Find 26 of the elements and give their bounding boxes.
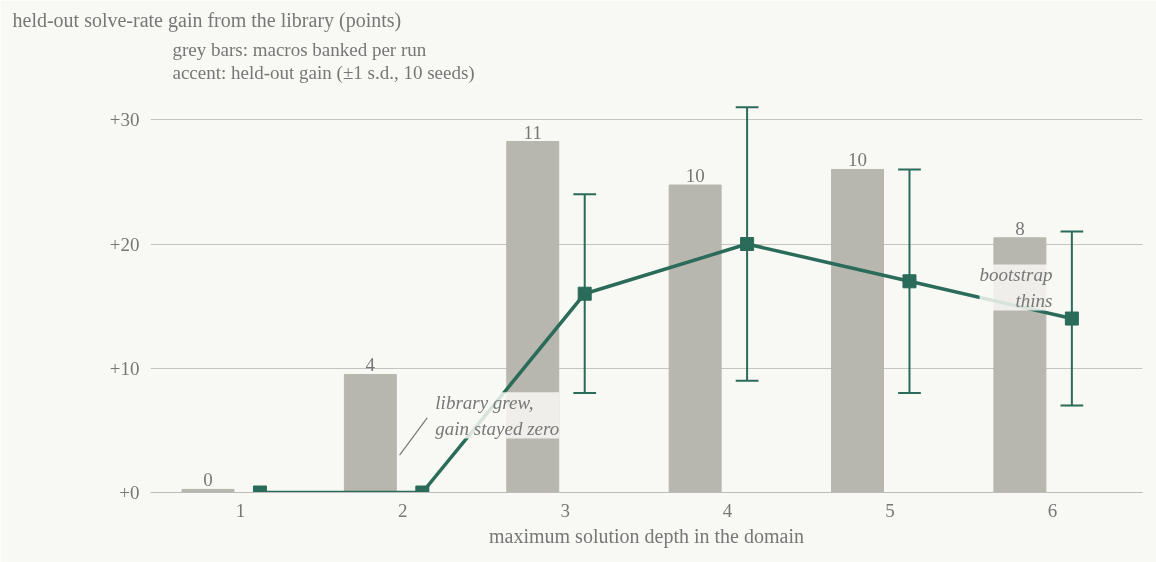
chart-title: held-out solve-rate gain from the library (points) [12, 8, 402, 32]
annotation: library grew, gain stayed zero [435, 392, 560, 439]
x-tick-label: 6 [1047, 499, 1058, 521]
text: grey bars: macros banked per run [172, 38, 427, 60]
x-axis-title: maximum solution depth in the domain [489, 524, 804, 548]
y-tick-label: +10 [109, 357, 140, 379]
point [577, 286, 592, 301]
x-tick-label: 3 [560, 499, 570, 521]
data-label: 0 [203, 469, 213, 491]
x-tick-label: 4 [722, 499, 733, 521]
point [740, 237, 755, 252]
x-tick-label: 2 [398, 499, 408, 521]
y-tick-label: +30 [109, 109, 140, 131]
data-label: 4 [365, 354, 376, 376]
point [902, 274, 917, 289]
data-label: 10 [685, 165, 705, 186]
y-tick-label: +0 [119, 482, 140, 503]
data-label: 10 [848, 149, 868, 171]
data-label: 11 [523, 121, 542, 143]
text: accent: held-out gain (±1 s.d., 10 seeds) [172, 61, 475, 84]
annotation: bootstrap thins [979, 264, 1053, 311]
data-label: 8 [1015, 217, 1025, 239]
point [1064, 311, 1079, 326]
x-tick-label: 1 [235, 499, 246, 521]
y-tick-label: +20 [109, 233, 140, 255]
x-tick-label: 5 [885, 499, 895, 521]
